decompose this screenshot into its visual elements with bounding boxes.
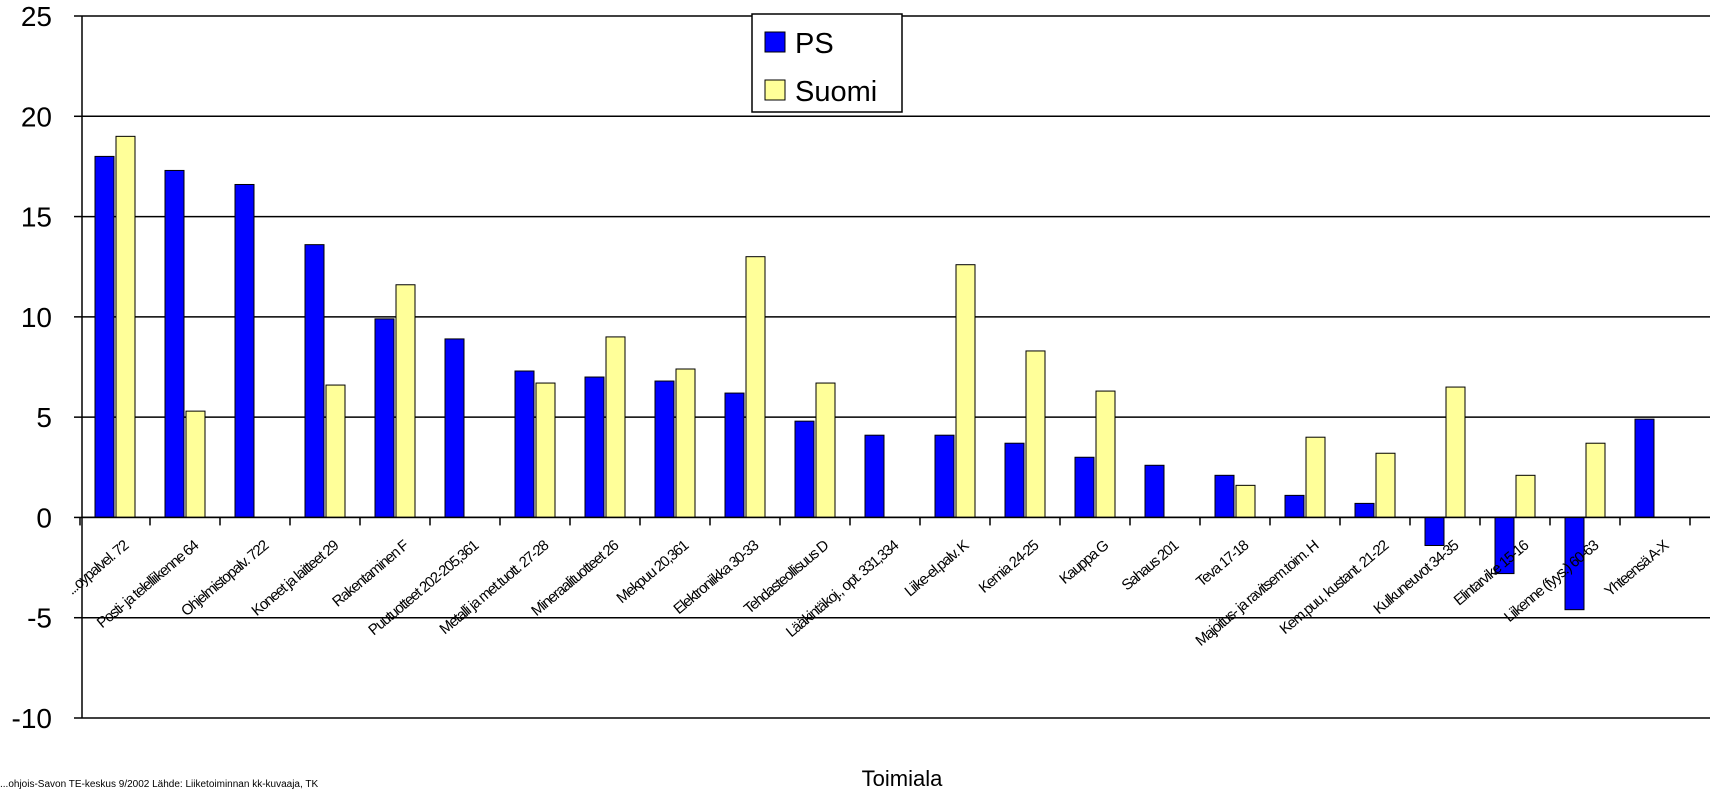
bar-ps-10	[794, 420, 815, 518]
bar-suomi-19	[1445, 386, 1466, 518]
bar-suomi-10	[815, 382, 836, 518]
bar-ps-18	[1354, 502, 1375, 518]
bar-suomi-6	[535, 382, 556, 518]
bar-ps-7	[584, 376, 605, 518]
bar-ps-3	[304, 244, 325, 518]
bar-suomi-7	[605, 336, 626, 518]
y-tick-label: 20	[21, 101, 52, 132]
bar-ps-17	[1284, 494, 1305, 518]
category-label: Majoitus- ja ravitsem.toim. H	[1192, 537, 1321, 650]
bar-ps-15	[1144, 464, 1165, 518]
category-label: ...oypalvel. 72	[64, 537, 133, 598]
y-tick-label: 10	[21, 302, 52, 333]
category-label: Kauppa G	[1056, 537, 1112, 588]
x-axis	[79, 516, 1710, 526]
y-tick-label: -5	[27, 603, 52, 634]
category-label: Kemia 24-25	[976, 537, 1043, 597]
bar-ps-12	[934, 434, 955, 518]
bar-suomi-13	[1025, 350, 1046, 518]
bar-ps-16	[1214, 474, 1235, 518]
y-axis: -10 -5 0 5 10 15 20 25	[12, 1, 83, 734]
bar-suomi-18	[1375, 452, 1396, 518]
category-label: Lääkintäkoj., opt. 331,334	[783, 537, 902, 641]
y-tick-label: 25	[21, 1, 52, 32]
bar-ps-1	[164, 169, 185, 518]
legend-swatch-ps	[764, 31, 786, 53]
bar-ps-5	[444, 338, 465, 518]
bar-suomi-8	[675, 368, 696, 518]
y-tick-label: 0	[36, 502, 52, 533]
bar-ps-14	[1074, 456, 1095, 518]
bar-suomi-17	[1305, 436, 1326, 518]
bar-ps-4	[374, 318, 395, 518]
legend-swatch-suomi	[764, 79, 786, 101]
bar-suomi-1	[185, 410, 206, 518]
legend-label-ps: PS	[795, 28, 834, 60]
legend: PS Suomi	[751, 13, 903, 113]
y-tick-label: 15	[21, 202, 52, 233]
category-label: Liike-el.palv. K	[901, 537, 972, 600]
category-label: Yhteensä A-X	[1601, 537, 1672, 600]
bar-ps-6	[514, 370, 535, 518]
bar-suomi-9	[745, 256, 766, 518]
bar-suomi-3	[325, 384, 346, 518]
bar-ps-8	[654, 380, 675, 518]
bar-suomi-20	[1515, 474, 1536, 518]
bar-ps-22	[1634, 418, 1655, 518]
bar-suomi-14	[1095, 390, 1116, 518]
legend-label-suomi: Suomi	[795, 76, 877, 108]
x-axis-title: Toimiala	[862, 766, 943, 789]
bar-ps-9	[724, 392, 745, 518]
bar-ps-2	[234, 183, 255, 518]
y-tick-label: -10	[12, 703, 52, 734]
bar-suomi-0	[115, 135, 136, 518]
bar-ps-0	[94, 155, 115, 518]
bar-ps-19	[1424, 516, 1445, 547]
category-label: Sahaus 201	[1118, 537, 1182, 594]
gridlines	[82, 15, 1710, 719]
bar-suomi-4	[395, 284, 416, 518]
bar-suomi-21	[1585, 442, 1606, 518]
bar-suomi-12	[955, 264, 976, 518]
source-footer: ...ohjois-Savon TE-keskus 9/2002 Lähde: …	[0, 779, 318, 789]
bar-suomi-16	[1235, 484, 1256, 518]
category-label: Teva 17-18	[1193, 537, 1252, 591]
y-tick-label: 5	[36, 402, 52, 433]
bar-ps-11	[864, 434, 885, 518]
bar-ps-13	[1004, 442, 1025, 518]
